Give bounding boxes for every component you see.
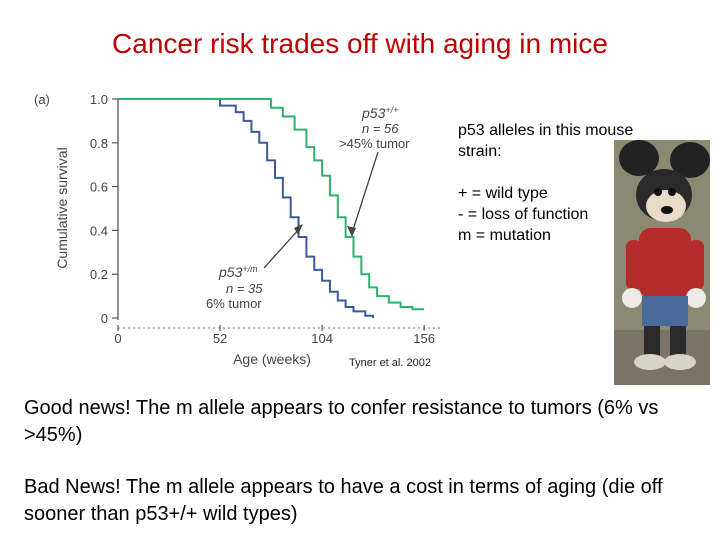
survival-curve-wildtype (118, 98, 425, 311)
good-news-text: Good news! The m allele appears to confe… (24, 397, 659, 446)
y-tick-label: 0.4 (90, 223, 108, 238)
citation: Tyner et al. 2002 (349, 357, 431, 369)
allele-legend-wildtype: + = wild type (458, 185, 548, 202)
allele-legend-mutation: m = mutation (458, 227, 551, 244)
y-tick-label: 0.8 (90, 136, 108, 151)
annotation-mutant-n: n = 35 (226, 281, 263, 296)
x-tick-label: 104 (311, 331, 333, 346)
y-tick-label: 0.6 (90, 180, 108, 195)
annotation-wildtype-n: n = 56 (362, 121, 399, 136)
bad-news-text: Bad News! The m allele appears to have a… (24, 476, 663, 525)
mouse-figurine-image (614, 140, 710, 385)
annotation-mutant: p53+/m n = 35 6% tumor (206, 224, 303, 311)
x-tick-label: 156 (413, 331, 435, 346)
x-axis-label: Age (weeks) (233, 351, 311, 367)
annotation-mutant-arrowhead (294, 224, 303, 235)
x-tick-label: 52 (213, 331, 227, 346)
annotation-mutant-genotype: p53+/m (218, 264, 258, 280)
tick-labels: 0 0.2 0.4 0.6 0.8 1.0 0 52 104 156 (90, 92, 435, 346)
x-tick-label: 0 (114, 331, 121, 346)
annotation-wildtype: p53+/+ n = 56 >45% tumor (339, 105, 410, 237)
axes (112, 98, 440, 331)
allele-legend: + = wild type - = loss of function m = m… (458, 183, 628, 246)
annotation-wildtype-arrowhead (347, 226, 356, 237)
allele-note-title: p53 alleles in this mouse strain: (458, 122, 634, 160)
y-tick-label: 0.2 (90, 267, 108, 282)
annotation-mutant-arrow (263, 227, 301, 269)
allele-legend-loss: - = loss of function (458, 206, 589, 223)
y-tick-label: 1.0 (90, 92, 108, 107)
y-tick-label: 0 (101, 311, 108, 326)
annotation-wildtype-arrow (351, 151, 379, 234)
panel-label: (a) (34, 92, 50, 107)
annotation-mutant-tumor: 6% tumor (206, 296, 262, 311)
survival-curve-mutant (118, 98, 375, 318)
survival-curves (118, 98, 425, 318)
y-axis-label: Cumulative survival (54, 147, 70, 268)
annotation-wildtype-tumor: >45% tumor (339, 136, 410, 151)
slide-title: Cancer risk trades off with aging in mic… (112, 28, 608, 59)
annotation-wildtype-genotype: p53+/+ (361, 105, 398, 121)
